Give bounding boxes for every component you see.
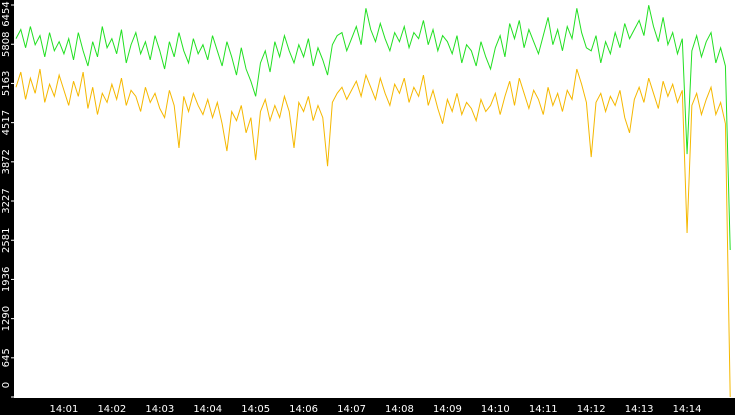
y-tick-label: 5808 bbox=[1, 32, 12, 57]
x-tick-label: 14:13 bbox=[625, 404, 654, 415]
y-tick-label: 645 bbox=[1, 348, 12, 367]
x-tick-label: 14:12 bbox=[577, 404, 606, 415]
y-tick-label: 1936 bbox=[1, 267, 12, 292]
x-tick-label: 14:02 bbox=[97, 404, 126, 415]
y-tick-label: 3872 bbox=[1, 149, 12, 174]
series-line bbox=[15, 5, 731, 251]
x-tick-label: 14:07 bbox=[337, 404, 366, 415]
x-tick-label: 14:14 bbox=[673, 404, 702, 415]
y-axis-band bbox=[0, 0, 14, 415]
series-line bbox=[15, 68, 731, 398]
x-tick-label: 14:09 bbox=[433, 404, 462, 415]
y-tick-label: 3227 bbox=[1, 188, 12, 213]
x-tick-label: 14:03 bbox=[145, 404, 174, 415]
y-tick-label: 1290 bbox=[1, 306, 12, 331]
y-tick-label: 4517 bbox=[1, 110, 12, 135]
x-tick-label: 14:04 bbox=[193, 404, 222, 415]
y-tick-label: 2581 bbox=[1, 228, 12, 253]
y-tick-label: 0 bbox=[1, 382, 12, 388]
x-tick-label: 14:01 bbox=[50, 404, 79, 415]
x-tick-label: 14:06 bbox=[289, 404, 318, 415]
x-tick-label: 14:11 bbox=[529, 404, 558, 415]
x-tick-label: 14:10 bbox=[481, 404, 510, 415]
x-tick-label: 14:08 bbox=[385, 404, 414, 415]
y-tick-label: 6454 bbox=[1, 1, 12, 26]
y-tick-label: 5163 bbox=[1, 71, 12, 96]
x-axis-band bbox=[0, 398, 735, 415]
x-tick-label: 14:05 bbox=[241, 404, 270, 415]
